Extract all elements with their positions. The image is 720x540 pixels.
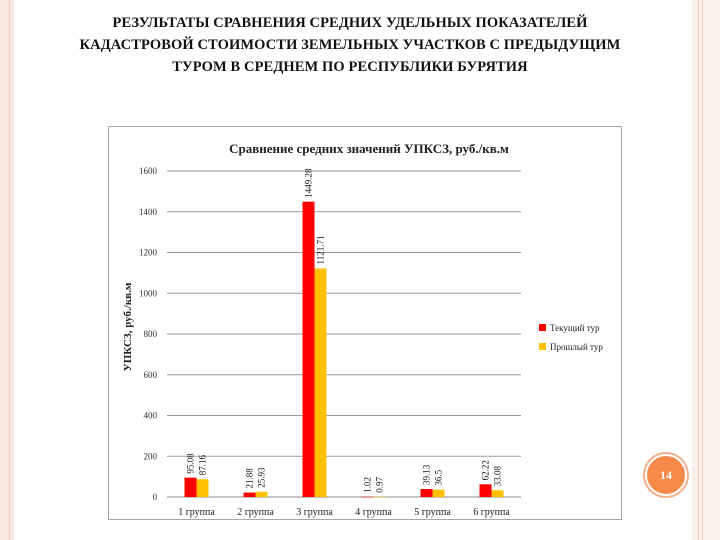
category-label: 3 группа xyxy=(296,507,333,518)
category-label: 6 группа xyxy=(473,507,510,518)
page-number-badge: 14 xyxy=(645,454,687,496)
legend-label: Прошлый тур xyxy=(550,342,603,352)
chart-area: Сравнение средних значений УПКСЗ, руб./к… xyxy=(108,126,622,520)
y-tick-labels: 0 200 400 600 800 1000 1200 1400 1600 xyxy=(139,166,158,502)
data-label: 33.08 xyxy=(493,466,503,487)
bar-previous-tour xyxy=(314,268,327,497)
category-label: 1 группа xyxy=(178,507,215,518)
data-label: 39.13 xyxy=(422,464,432,485)
bar-current-tour xyxy=(302,201,315,497)
data-label: 62.22 xyxy=(481,460,491,480)
bar-current-tour xyxy=(184,477,197,497)
slide-title: РЕЗУЛЬТАТЫ СРАВНЕНИЯ СРЕДНИХ УДЕЛЬНЫХ ПО… xyxy=(20,12,680,78)
bar-current-tour xyxy=(243,492,256,497)
right-frame-decoration xyxy=(692,0,720,540)
legend-label: Текущий тур xyxy=(550,323,600,333)
y-tick-label: 400 xyxy=(144,411,158,421)
data-labels: 95.08 87.16 21.88 25.93 1449.28 1121.71 1.02 0.… xyxy=(186,168,503,493)
data-label: 0.97 xyxy=(375,477,385,493)
y-tick-label: 1600 xyxy=(139,166,158,176)
left-frame-decoration xyxy=(0,0,14,540)
bar-previous-tour xyxy=(196,479,209,497)
slide-title-line-1: РЕЗУЛЬТАТЫ СРАВНЕНИЯ СРЕДНИХ УДЕЛЬНЫХ ПО… xyxy=(112,15,588,31)
data-label: 95.08 xyxy=(186,453,196,474)
slide-title-line-2: КАДАСТРОВОЙ СТОИМОСТИ ЗЕМЕЛЬНЫХ УЧАСТКОВ… xyxy=(79,37,621,53)
bar-chart: Сравнение средних значений УПКСЗ, руб./к… xyxy=(122,141,603,518)
data-label: 1.02 xyxy=(363,477,373,493)
category-label: 5 группа xyxy=(414,507,451,518)
y-tick-label: 1400 xyxy=(139,207,158,217)
bar-previous-tour xyxy=(491,490,504,497)
data-label: 1121.71 xyxy=(316,236,326,265)
legend: Текущий тур Прошлый тур xyxy=(539,323,603,352)
gridlines xyxy=(167,170,521,498)
slide-title-line-3: ТУРОМ В СРЕДНЕМ ПО РЕСПУБЛИКИ БУРЯТИЯ xyxy=(172,59,528,75)
bars xyxy=(184,201,504,498)
bar-current-tour xyxy=(361,496,374,498)
data-label: 1449.28 xyxy=(304,168,314,198)
bar-previous-tour xyxy=(255,491,268,497)
y-tick-label: 200 xyxy=(144,451,158,461)
data-label: 36.5 xyxy=(434,469,444,485)
y-tick-label: 800 xyxy=(144,329,158,339)
legend-swatch xyxy=(539,343,546,350)
y-tick-label: 0 xyxy=(153,492,158,502)
data-label: 87.16 xyxy=(198,454,208,475)
category-labels: 1 группа 2 группа 3 группа 4 группа 5 группа… xyxy=(178,507,510,518)
y-tick-label: 1000 xyxy=(139,288,158,298)
category-label: 2 группа xyxy=(237,507,274,518)
y-tick-label: 1200 xyxy=(139,248,158,258)
bar-previous-tour xyxy=(432,489,445,497)
category-label: 4 группа xyxy=(355,507,392,518)
y-axis-label: УПКСЗ, руб./кв.м xyxy=(122,282,134,371)
data-label: 21.88 xyxy=(245,468,255,489)
bar-current-tour xyxy=(479,484,492,497)
data-label: 25.93 xyxy=(257,467,267,488)
chart-title: Сравнение средних значений УПКСЗ, руб./к… xyxy=(229,141,509,156)
legend-swatch xyxy=(539,324,546,331)
y-tick-label: 600 xyxy=(144,370,158,380)
bar-previous-tour xyxy=(373,496,386,498)
bar-current-tour xyxy=(420,489,433,497)
